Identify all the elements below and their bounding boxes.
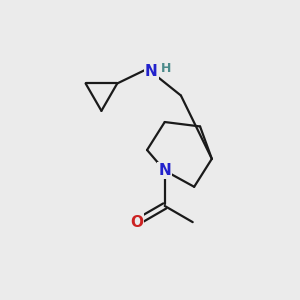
Text: N: N bbox=[145, 64, 158, 80]
Text: O: O bbox=[130, 214, 143, 230]
Text: N: N bbox=[158, 163, 171, 178]
Text: H: H bbox=[161, 62, 171, 75]
